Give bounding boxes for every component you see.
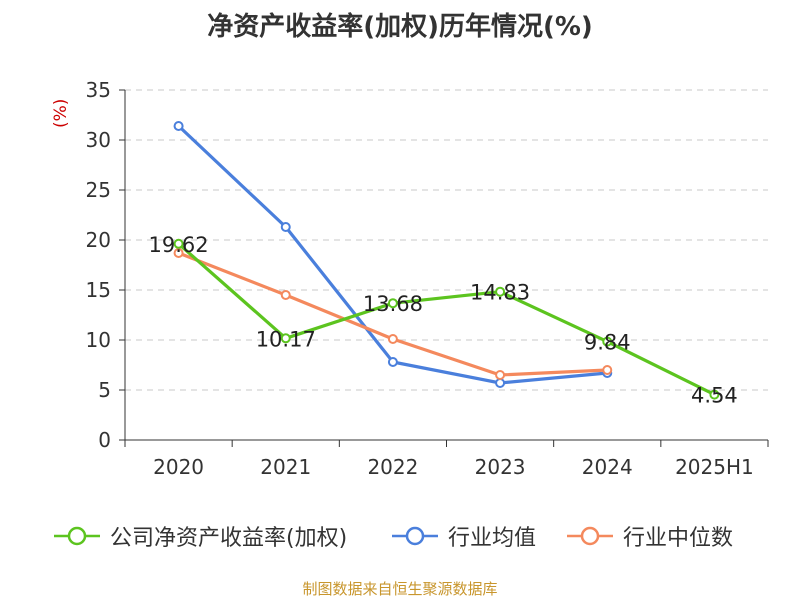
data-label: 10.17 <box>256 327 316 351</box>
data-point <box>387 298 398 309</box>
data-point <box>495 378 506 388</box>
y-tick-label: 0 <box>98 428 111 452</box>
data-point <box>280 290 291 300</box>
data-label: 9.84 <box>584 331 631 355</box>
data-label: 19.62 <box>149 233 209 257</box>
y-tick-label: 10 <box>86 328 111 352</box>
chart-title: 净资产收益率(加权)历年情况(%) <box>207 12 593 42</box>
legend: 公司净资产收益率(加权) 行业均值 行业中位数 <box>0 520 800 552</box>
legend-marker-industry-mean <box>392 526 438 546</box>
data-point <box>709 389 720 400</box>
axes: 0 5 10 15 20 25 30 35 2020 2021 2022 2023 2024 2025H1 <box>86 78 769 479</box>
y-tick-label: 20 <box>86 228 111 252</box>
data-point <box>387 357 398 367</box>
x-tick-label: 2025H1 <box>675 455 754 479</box>
series-line <box>177 242 716 397</box>
data-point <box>495 286 506 297</box>
legend-label-industry-median: 行业中位数 <box>623 526 734 551</box>
x-tick-label: 2022 <box>367 455 418 479</box>
data-point <box>387 334 398 344</box>
legend-label-industry-mean: 行业均值 <box>448 526 537 551</box>
legend-label-company: 公司净资产收益率(加权) <box>110 526 348 551</box>
data-point <box>280 222 291 232</box>
grid-lines <box>125 89 768 391</box>
x-tick-label: 2023 <box>475 455 526 479</box>
data-label: 14.83 <box>470 281 530 305</box>
series <box>173 121 720 400</box>
data-point <box>280 333 291 344</box>
legend-item-company[interactable]: 公司净资产收益率(加权) <box>52 520 347 552</box>
data-point <box>173 248 184 258</box>
data-point <box>495 370 506 380</box>
x-tick-label: 2024 <box>582 455 633 479</box>
y-tick-label: 35 <box>86 78 111 102</box>
data-point <box>173 121 184 131</box>
y-tick-label: 15 <box>86 278 111 302</box>
legend-marker-industry-median <box>567 526 613 546</box>
x-tick-label: 2020 <box>153 455 204 479</box>
data-point <box>173 238 184 249</box>
data-label: 4.54 <box>691 384 738 408</box>
data-point <box>602 365 613 375</box>
x-tick-label: 2021 <box>260 455 311 479</box>
series-line <box>177 124 608 385</box>
legend-marker-company <box>54 526 100 546</box>
y-tick-label: 5 <box>98 378 111 402</box>
data-point <box>602 336 613 347</box>
legend-item-industry-median[interactable]: 行业中位数 <box>565 520 733 552</box>
data-label: 13.68 <box>363 292 423 316</box>
source-note: 制图数据来自恒生聚源数据库 <box>302 580 498 598</box>
legend-item-industry-mean[interactable]: 行业均值 <box>390 520 536 552</box>
data-labels: 19.62 10.17 13.68 14.83 9.84 4.54 <box>149 233 738 408</box>
y-tick-label: 25 <box>86 178 111 202</box>
y-tick-label: 30 <box>86 128 111 152</box>
